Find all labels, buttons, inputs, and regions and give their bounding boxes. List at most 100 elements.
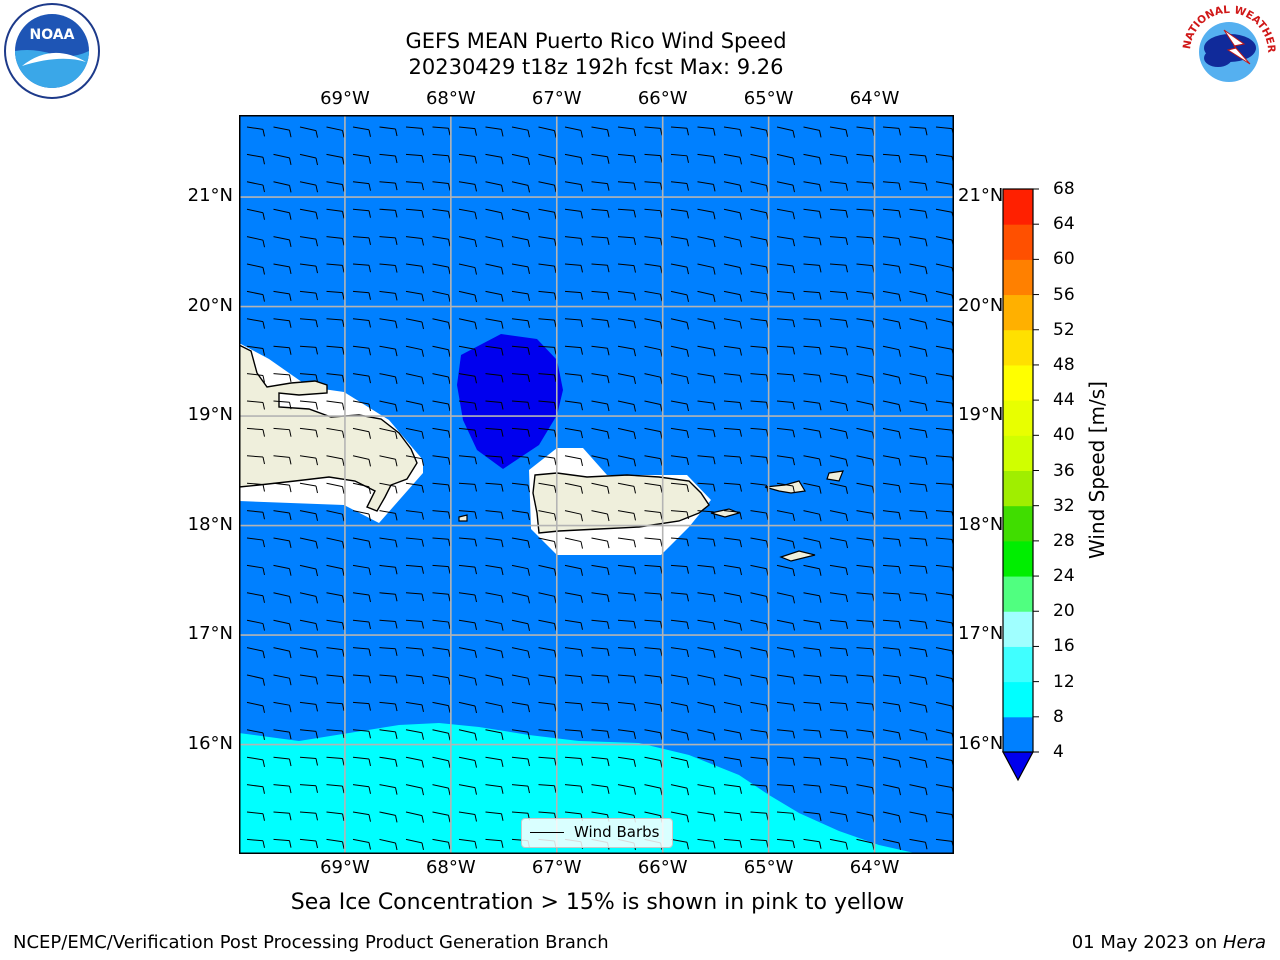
wind-barb bbox=[432, 729, 451, 741]
wind-barb bbox=[405, 564, 424, 574]
wind-barb bbox=[511, 537, 530, 549]
wind-barb bbox=[352, 236, 371, 245]
wind-barb bbox=[273, 181, 292, 193]
colorbar-label: Wind Speed [m/s] bbox=[1085, 381, 1109, 559]
wind-barb bbox=[511, 373, 530, 382]
wind-barb bbox=[352, 838, 371, 850]
wind-barb bbox=[273, 208, 292, 220]
wind-barb bbox=[591, 126, 610, 137]
wind-barb bbox=[458, 126, 477, 136]
wind-barb bbox=[750, 701, 769, 713]
wind-barb bbox=[379, 784, 398, 795]
wind-barb bbox=[670, 701, 689, 713]
wind-barb bbox=[299, 345, 318, 355]
wind-barb bbox=[379, 290, 398, 301]
wind-barb bbox=[750, 373, 769, 382]
wind-barb bbox=[750, 729, 769, 740]
wind-barb bbox=[776, 647, 795, 658]
wind-barb bbox=[511, 564, 530, 576]
wind-barb bbox=[909, 537, 928, 547]
wind-barb bbox=[856, 318, 875, 329]
wind-barb bbox=[591, 674, 610, 684]
wind-barb bbox=[617, 619, 636, 629]
wind-barb bbox=[511, 592, 530, 604]
wind-barb bbox=[670, 126, 689, 136]
wind-barb bbox=[246, 564, 265, 576]
wind-barb bbox=[405, 373, 424, 385]
wind-barb bbox=[803, 838, 822, 849]
lon-label-top: 69°W bbox=[320, 88, 370, 109]
wind-barb bbox=[538, 564, 557, 577]
wind-barb bbox=[750, 674, 769, 686]
wind-barb bbox=[723, 126, 742, 137]
wind-barb bbox=[246, 482, 265, 492]
wind-barb bbox=[246, 592, 265, 603]
wind-barb bbox=[273, 126, 292, 138]
wind-barb bbox=[697, 373, 716, 384]
wind-barb bbox=[856, 674, 875, 684]
wind-barb bbox=[617, 263, 636, 273]
host-name: Hera bbox=[1222, 932, 1266, 953]
wind-barb bbox=[538, 619, 557, 631]
wind-barb bbox=[591, 455, 610, 467]
wind-barb bbox=[299, 400, 318, 410]
wind-barb bbox=[379, 455, 398, 467]
wind-below-4-region bbox=[457, 334, 563, 469]
wind-barb bbox=[803, 784, 822, 794]
wind-barb bbox=[511, 345, 530, 355]
wind-barb bbox=[246, 811, 265, 821]
wind-barb bbox=[697, 701, 716, 714]
colorbar-tick-label: 28 bbox=[1053, 530, 1075, 551]
wind-barb bbox=[379, 236, 398, 245]
wind-barb bbox=[829, 181, 848, 191]
wind-barb bbox=[432, 784, 451, 796]
wind-barb bbox=[591, 784, 610, 794]
wind-barb bbox=[750, 647, 769, 659]
wind-barb bbox=[405, 455, 424, 466]
wind-barb bbox=[697, 674, 716, 686]
wind-barb bbox=[299, 126, 318, 138]
wind-barb bbox=[458, 455, 477, 465]
wind-barb bbox=[909, 674, 928, 685]
wind-barb bbox=[326, 647, 345, 657]
wind-barb bbox=[379, 126, 398, 137]
wind-barb bbox=[485, 455, 504, 465]
wind-barb bbox=[432, 482, 451, 492]
wind-barb bbox=[723, 647, 742, 659]
wind-barb bbox=[299, 592, 318, 604]
wind-barb bbox=[803, 619, 822, 630]
wind-barb bbox=[564, 756, 583, 766]
wind-barb bbox=[856, 592, 875, 602]
wind-barb bbox=[856, 838, 875, 851]
wind-barb bbox=[697, 236, 716, 248]
wind-barb bbox=[617, 756, 636, 767]
wind-barb bbox=[246, 263, 265, 275]
wind-barb bbox=[564, 482, 583, 494]
wind-barb bbox=[803, 427, 822, 439]
wind-barb bbox=[909, 784, 928, 796]
wind-barb bbox=[829, 345, 848, 356]
wind-barb bbox=[803, 701, 822, 711]
wind-barb bbox=[856, 126, 875, 137]
wind-barb bbox=[379, 537, 398, 548]
wind-speed-map bbox=[239, 115, 954, 854]
lat-label-right: 17°N bbox=[958, 623, 1002, 645]
lon-label-top: 65°W bbox=[743, 88, 794, 109]
credit-text: NCEP/EMC/Verification Post Processing Pr… bbox=[13, 932, 609, 953]
wind-barb bbox=[299, 811, 318, 821]
wind-barb bbox=[670, 455, 689, 465]
wind-barb bbox=[723, 564, 742, 576]
wind-barb bbox=[432, 674, 451, 685]
wind-barb bbox=[511, 756, 530, 767]
wind-barb bbox=[829, 400, 848, 412]
colorbar-swatch bbox=[1003, 611, 1033, 647]
wind-barb bbox=[273, 455, 292, 465]
wind-barb bbox=[485, 427, 504, 437]
wind-barb bbox=[352, 345, 371, 356]
wind-barb bbox=[352, 701, 371, 711]
wind-barb bbox=[458, 181, 477, 192]
wind-barb bbox=[458, 564, 477, 575]
colorbar-swatch bbox=[1003, 505, 1033, 542]
wind-barb bbox=[882, 482, 901, 493]
colorbar-tick-label: 24 bbox=[1053, 566, 1075, 587]
